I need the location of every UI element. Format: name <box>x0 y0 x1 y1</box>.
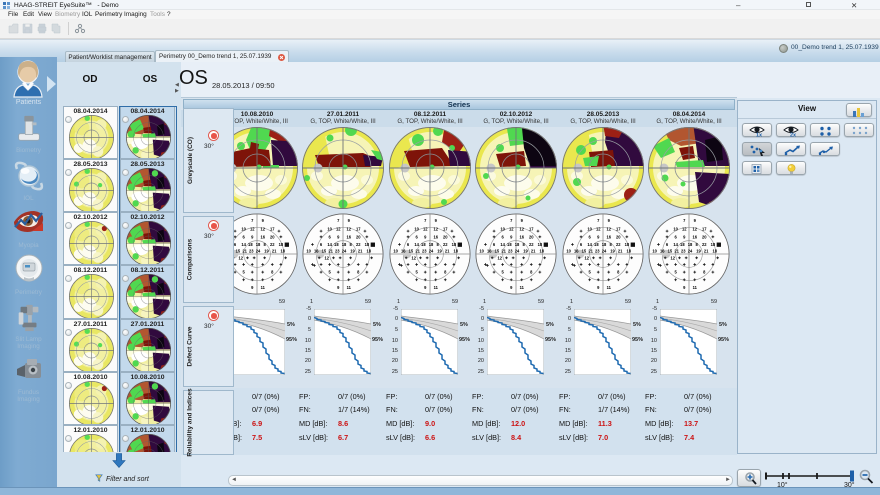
svg-text:10°: 10° <box>777 481 788 489</box>
svg-text:2x: 2x <box>790 133 797 138</box>
svg-text:30°: 30° <box>844 481 855 489</box>
svg-text:1x: 1x <box>756 133 763 138</box>
